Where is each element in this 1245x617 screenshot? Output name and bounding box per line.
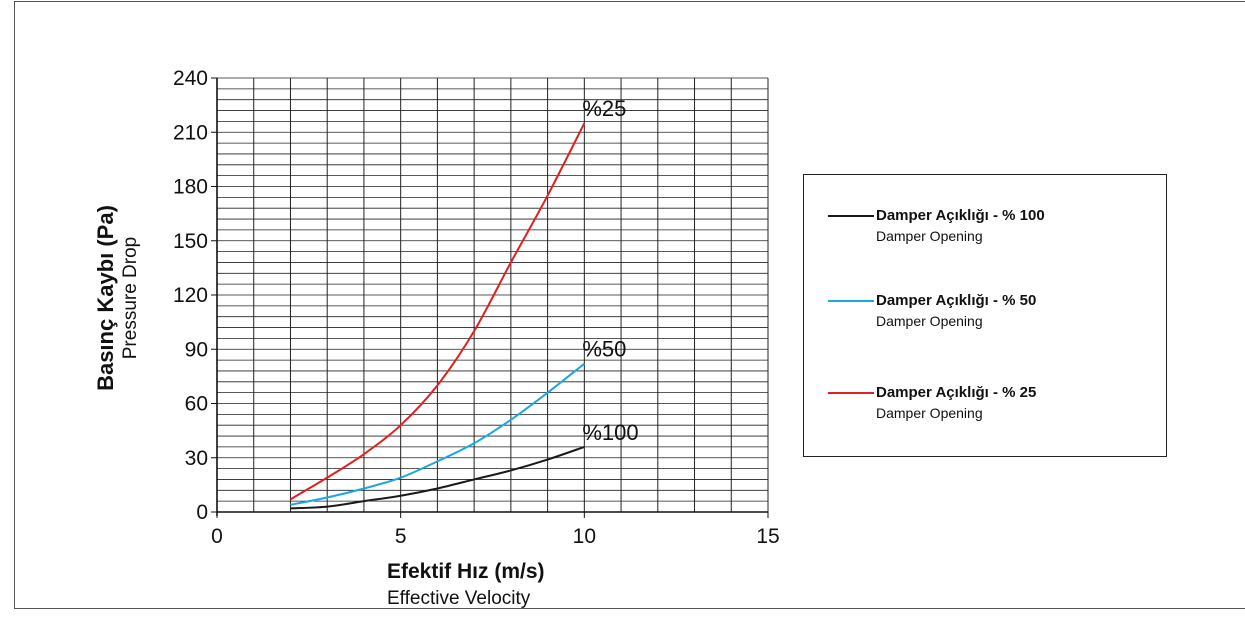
y-tick-label: 0 [196,501,208,524]
y-tick-label: 90 [185,338,208,361]
legend-sublabel-50: Damper Opening [876,313,983,329]
y-tick-label: 120 [173,284,208,307]
x-axis-subtitle: Effective Velocity [387,588,531,609]
x-tick-label: 5 [395,525,407,548]
y-axis-subtitle: Pressure Drop [120,237,141,360]
x-tick-label: 10 [573,525,596,548]
series-line-25 [289,122,586,501]
legend-sublabel-25: Damper Opening [876,405,983,421]
y-tick-labels: 0 30 60 90 120 150 180 210 240 [173,67,217,524]
end-label-25: %25 [582,96,626,121]
y-tick-label: 210 [173,121,208,144]
x-tick-labels: 0 5 10 15 [211,512,780,548]
x-axis-title: Efektif Hız (m/s) [387,560,545,583]
y-tick-label: 150 [173,230,208,253]
series-lines [289,122,586,510]
end-label-100: %100 [582,420,638,445]
legend: Damper Açıklığı - % 100 Damper Opening D… [803,174,1167,457]
legend-label-25: Damper Açıklığı - % 25 [876,384,1037,401]
y-tick-label: 60 [185,393,208,416]
chart-frame [14,1,1245,609]
y-tick-label: 30 [185,447,208,470]
legend-swatch-50 [828,300,874,302]
grid [216,77,769,513]
legend-sublabel-100: Damper Opening [876,228,983,244]
legend-label-50: Damper Açıklığı - % 50 [876,292,1037,309]
legend-label-100: Damper Açıklığı - % 100 [876,207,1045,224]
legend-swatch-25 [828,392,874,394]
y-tick-label: 180 [173,176,208,199]
x-tick-label: 0 [211,525,223,548]
x-tick-label: 15 [756,525,779,548]
y-tick-label: 240 [173,67,208,90]
series-end-labels: %100 %50 %25 [582,96,638,445]
legend-swatch-100 [828,215,874,217]
axes [216,78,768,516]
y-axis-title: Basınç Kaybı (Pa) [93,205,118,391]
end-label-50: %50 [582,337,626,362]
